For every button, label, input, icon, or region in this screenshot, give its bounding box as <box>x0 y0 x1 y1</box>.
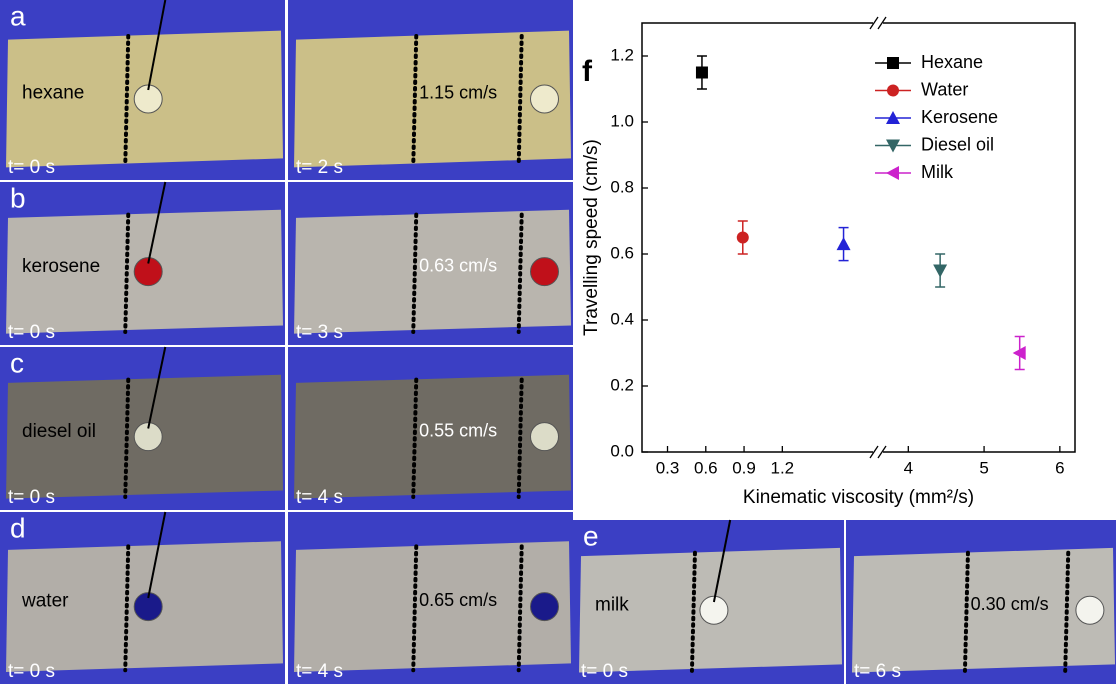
time-label: t= 0 s <box>581 661 628 682</box>
droplet <box>531 423 559 451</box>
speed-label: 1.15 cm/s <box>419 82 497 102</box>
x-tick-label: 0.9 <box>732 458 756 477</box>
y-tick-label: 0.4 <box>610 309 634 328</box>
figure: a hexane t= 0 s 1.15 cm/s t= 2 s b kerosene t= … <box>0 0 1116 684</box>
legend-label: Kerosene <box>921 107 998 127</box>
marker <box>887 57 899 69</box>
substance-label: water <box>21 590 69 611</box>
speed-label: 0.65 cm/s <box>419 590 497 610</box>
panel-letter: e <box>583 520 599 551</box>
chart-background <box>573 0 1116 518</box>
y-tick-label: 0.0 <box>610 441 634 460</box>
panel-letter: f <box>582 55 593 88</box>
speed-label: 0.30 cm/s <box>971 594 1049 614</box>
marker <box>887 85 899 97</box>
panel-letter: d <box>10 512 26 543</box>
y-axis-label: Travelling speed (cm/s) <box>581 139 602 336</box>
time-label: t= 0 s <box>8 322 55 343</box>
panel-letter: c <box>10 347 24 378</box>
panel-letter: a <box>10 0 26 31</box>
y-tick-label: 0.6 <box>610 243 634 262</box>
time-label: t= 4 s <box>296 661 343 682</box>
y-tick-label: 0.2 <box>610 375 634 394</box>
marker <box>696 67 708 79</box>
substance-label: milk <box>595 594 629 615</box>
legend-label: Milk <box>921 162 954 182</box>
droplet <box>1076 596 1104 624</box>
legend-label: Diesel oil <box>921 134 994 154</box>
x-tick-label: 1.2 <box>771 458 795 477</box>
droplet <box>531 85 559 113</box>
time-label: t= 6 s <box>854 661 901 682</box>
time-label: t= 4 s <box>296 487 343 508</box>
legend-label: Water <box>921 79 968 99</box>
x-tick-label: 4 <box>904 458 913 477</box>
time-label: t= 0 s <box>8 661 55 682</box>
x-tick-label: 0.6 <box>694 458 718 477</box>
x-tick-label: 5 <box>979 458 988 477</box>
x-tick-label: 0.3 <box>656 458 680 477</box>
panel-letter: b <box>10 182 26 213</box>
time-label: t= 2 s <box>296 157 343 178</box>
substance-label: kerosene <box>22 256 100 277</box>
speed-label: 0.55 cm/s <box>419 421 497 441</box>
time-label: t= 3 s <box>296 322 343 343</box>
speed-label: 0.63 cm/s <box>419 256 497 276</box>
y-tick-label: 1.0 <box>610 111 634 130</box>
time-label: t= 0 s <box>8 487 55 508</box>
x-tick-label: 6 <box>1055 458 1064 477</box>
droplet <box>531 258 559 286</box>
legend-label: Hexane <box>921 52 983 72</box>
x-axis-label: Kinematic viscosity (mm²/s) <box>743 487 974 508</box>
y-tick-label: 0.8 <box>610 177 634 196</box>
droplet <box>531 593 559 621</box>
marker <box>737 232 749 244</box>
y-tick-label: 1.2 <box>610 45 634 64</box>
time-label: t= 0 s <box>8 157 55 178</box>
substance-label: diesel oil <box>22 421 96 442</box>
substance-label: hexane <box>22 83 84 104</box>
